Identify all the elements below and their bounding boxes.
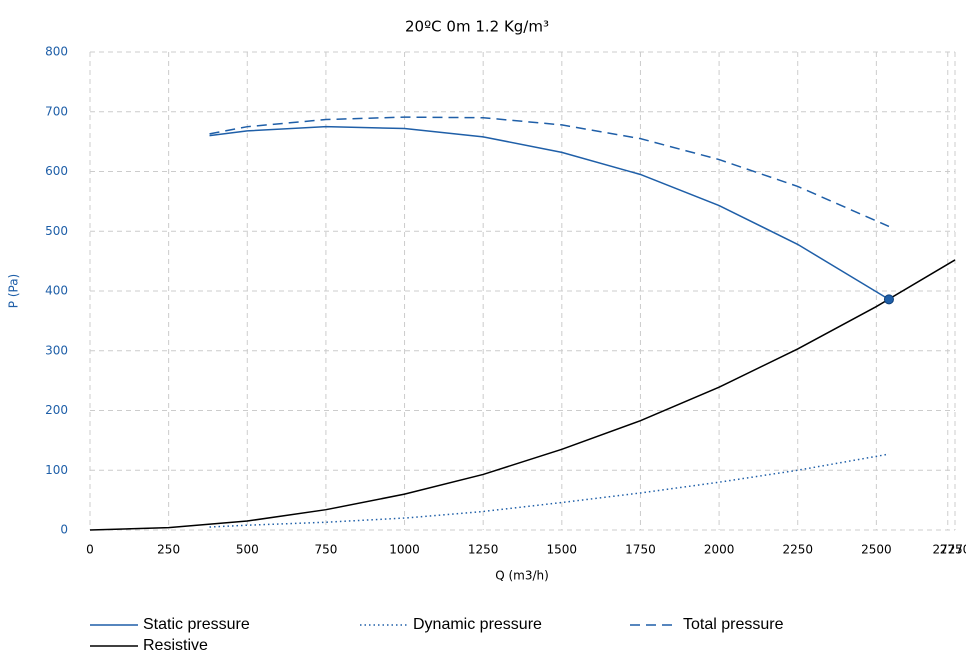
x-axis-label: Q (m3/h) <box>495 569 549 583</box>
line <box>209 125 890 301</box>
y-tick-label: 600 <box>45 164 68 178</box>
x-tick-label: 2727 <box>932 543 963 557</box>
x-tick-label: 1500 <box>547 543 578 557</box>
y-tick-label: 800 <box>45 45 68 59</box>
x-tick-label: 0 <box>86 543 94 557</box>
x-tick-label: 2250 <box>782 543 813 557</box>
x-tick-label: 2750 <box>940 543 966 557</box>
chart-title: 20ºC 0m 1.2 Kg/m³ <box>405 18 549 36</box>
y-axis-label: P (Pa) <box>7 274 21 308</box>
y-tick-label: 400 <box>45 284 68 298</box>
x-tick-label: 2500 <box>861 543 892 557</box>
operating-point <box>883 294 894 305</box>
x-tick-label: 750 <box>314 543 337 557</box>
line <box>209 453 890 528</box>
line <box>89 259 956 531</box>
y-tick-label: 100 <box>45 463 68 477</box>
x-tick-label: 500 <box>236 543 259 557</box>
y-tick-label: 500 <box>45 224 68 238</box>
legend-label: Total pressure <box>683 616 784 633</box>
y-tick-label: 200 <box>45 403 68 417</box>
y-tick-label: 300 <box>45 343 68 357</box>
x-tick-label: 1750 <box>625 543 656 557</box>
x-tick-label: 1250 <box>468 543 499 557</box>
x-tick-label: 1000 <box>389 543 420 557</box>
legend-label: Resistive <box>143 637 208 654</box>
y-tick-label: 700 <box>45 104 68 118</box>
legend-label: Static pressure <box>143 616 250 633</box>
x-tick-label: 2000 <box>704 543 735 557</box>
x-tick-label: 250 <box>157 543 180 557</box>
y-tick-label: 0 <box>60 523 68 537</box>
legend-label: Dynamic pressure <box>413 616 542 633</box>
